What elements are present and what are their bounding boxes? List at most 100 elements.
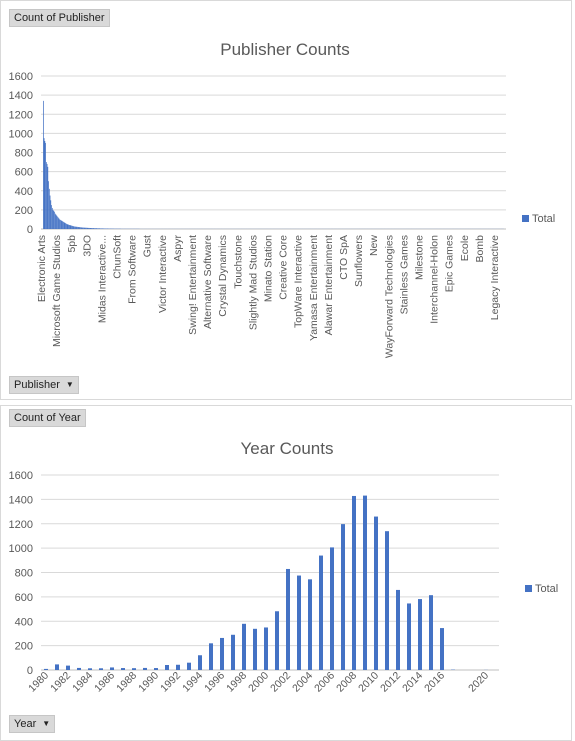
bar xyxy=(88,227,90,229)
x-tick-label: 2008 xyxy=(334,670,359,695)
bar xyxy=(330,547,334,670)
bar xyxy=(96,228,98,229)
bar xyxy=(396,589,400,670)
bar xyxy=(66,223,67,229)
bar xyxy=(231,634,235,670)
bar xyxy=(45,162,47,229)
x-tick-label: Epic Games xyxy=(444,235,456,292)
bar xyxy=(68,224,70,229)
bar xyxy=(64,222,66,229)
x-tick-label: CTO SpA xyxy=(338,235,350,280)
publisher-chart[interactable]: Count of Publisher Publisher Counts 0 200 4… xyxy=(0,0,572,400)
chart-title: Year Counts xyxy=(241,439,334,458)
y-tick-label: 1200 xyxy=(9,519,33,531)
bar xyxy=(72,226,74,229)
year-chart[interactable]: Count of Year Year Counts 0 200 400 600 800 10… xyxy=(0,405,572,741)
value-field-button[interactable]: Count of Year xyxy=(9,409,86,427)
x-tick-label: Alternative Software xyxy=(202,235,214,329)
x-tick-label: Sunflowers xyxy=(353,235,365,287)
bar xyxy=(91,228,92,229)
bar xyxy=(56,215,58,229)
bar xyxy=(83,227,85,229)
y-tick-label: 800 xyxy=(15,148,33,160)
x-tick-label: 1992 xyxy=(158,670,183,695)
bar xyxy=(319,555,323,670)
x-tick-label: 2016 xyxy=(422,670,447,695)
x-tick-label: ChunSoft xyxy=(112,235,124,279)
x-tick-label: TopWare Interactive xyxy=(293,235,305,328)
bar xyxy=(81,227,83,229)
dropdown-arrow-icon: ▼ xyxy=(42,719,51,729)
bar xyxy=(51,205,52,229)
x-tick-label: Stainless Games xyxy=(398,235,410,314)
bar xyxy=(46,163,48,229)
bar xyxy=(82,227,84,229)
y-tick-label: 0 xyxy=(27,224,33,236)
value-field-button[interactable]: Count of Publisher xyxy=(9,9,110,27)
bar xyxy=(88,668,92,670)
legend-swatch xyxy=(522,215,529,222)
bar xyxy=(45,142,46,229)
bar xyxy=(100,228,102,229)
y-tick-label: 1000 xyxy=(9,543,33,555)
x-tick-label: Microsoft Game Studios xyxy=(51,235,63,347)
bar xyxy=(76,226,78,229)
bar xyxy=(275,611,279,670)
x-tick-label: Gust xyxy=(142,235,154,257)
x-tick-label: Swing! Entertainment xyxy=(187,235,199,335)
bar xyxy=(69,225,71,229)
bar xyxy=(176,664,180,670)
bar xyxy=(65,223,67,229)
legend-label: Total xyxy=(532,213,555,225)
bar xyxy=(47,166,49,229)
y-tick-label: 1400 xyxy=(9,90,33,102)
bar xyxy=(43,138,45,229)
y-tick-label: 600 xyxy=(15,592,33,604)
bar xyxy=(110,667,114,670)
bar xyxy=(80,227,81,229)
x-tick-label: 1994 xyxy=(180,670,205,695)
bar xyxy=(198,655,202,670)
x-tick-label: 2012 xyxy=(378,670,403,695)
value-field-label: Count of Publisher xyxy=(14,12,105,24)
bar xyxy=(99,668,103,670)
x-tick-label: Milestone xyxy=(414,235,426,280)
bar xyxy=(99,228,101,229)
bar xyxy=(49,195,51,229)
y-tick-label: 400 xyxy=(15,186,33,198)
bar xyxy=(77,667,81,670)
bar xyxy=(77,226,78,229)
bar xyxy=(67,224,69,229)
bar xyxy=(44,141,46,229)
bar xyxy=(48,181,49,229)
x-tick-label: 1984 xyxy=(70,670,95,695)
x-tick-label: Aspyr xyxy=(172,235,184,262)
y-tick-label: 1400 xyxy=(9,494,33,506)
bar xyxy=(80,227,82,229)
y-tick-label: 600 xyxy=(15,167,33,179)
bar xyxy=(57,217,59,229)
bar xyxy=(100,228,101,229)
bar xyxy=(83,227,84,229)
x-tick-label: 1990 xyxy=(136,670,161,695)
x-tick-label: Midas Interactive... xyxy=(96,235,108,323)
y-tick-label: 800 xyxy=(15,568,33,580)
bar xyxy=(154,668,158,670)
x-tick-label: 3DO xyxy=(81,235,93,257)
bar xyxy=(429,595,433,670)
bar xyxy=(97,228,99,229)
bar xyxy=(103,228,104,229)
axis-field-button[interactable]: Publisher ▼ xyxy=(9,376,79,394)
bar xyxy=(78,227,80,229)
x-tick-label: Yamasa Entertainment xyxy=(308,235,320,341)
bar xyxy=(74,226,75,229)
x-tick-label: 1998 xyxy=(224,670,249,695)
x-tick-label: Bomb xyxy=(474,235,486,263)
dropdown-arrow-icon: ▼ xyxy=(65,380,74,390)
legend-label: Total xyxy=(535,583,558,595)
bar xyxy=(132,668,136,670)
y-tick-label: 1000 xyxy=(9,128,33,140)
axis-field-button[interactable]: Year ▼ xyxy=(9,715,56,733)
bar xyxy=(440,628,444,670)
bar xyxy=(57,216,58,229)
